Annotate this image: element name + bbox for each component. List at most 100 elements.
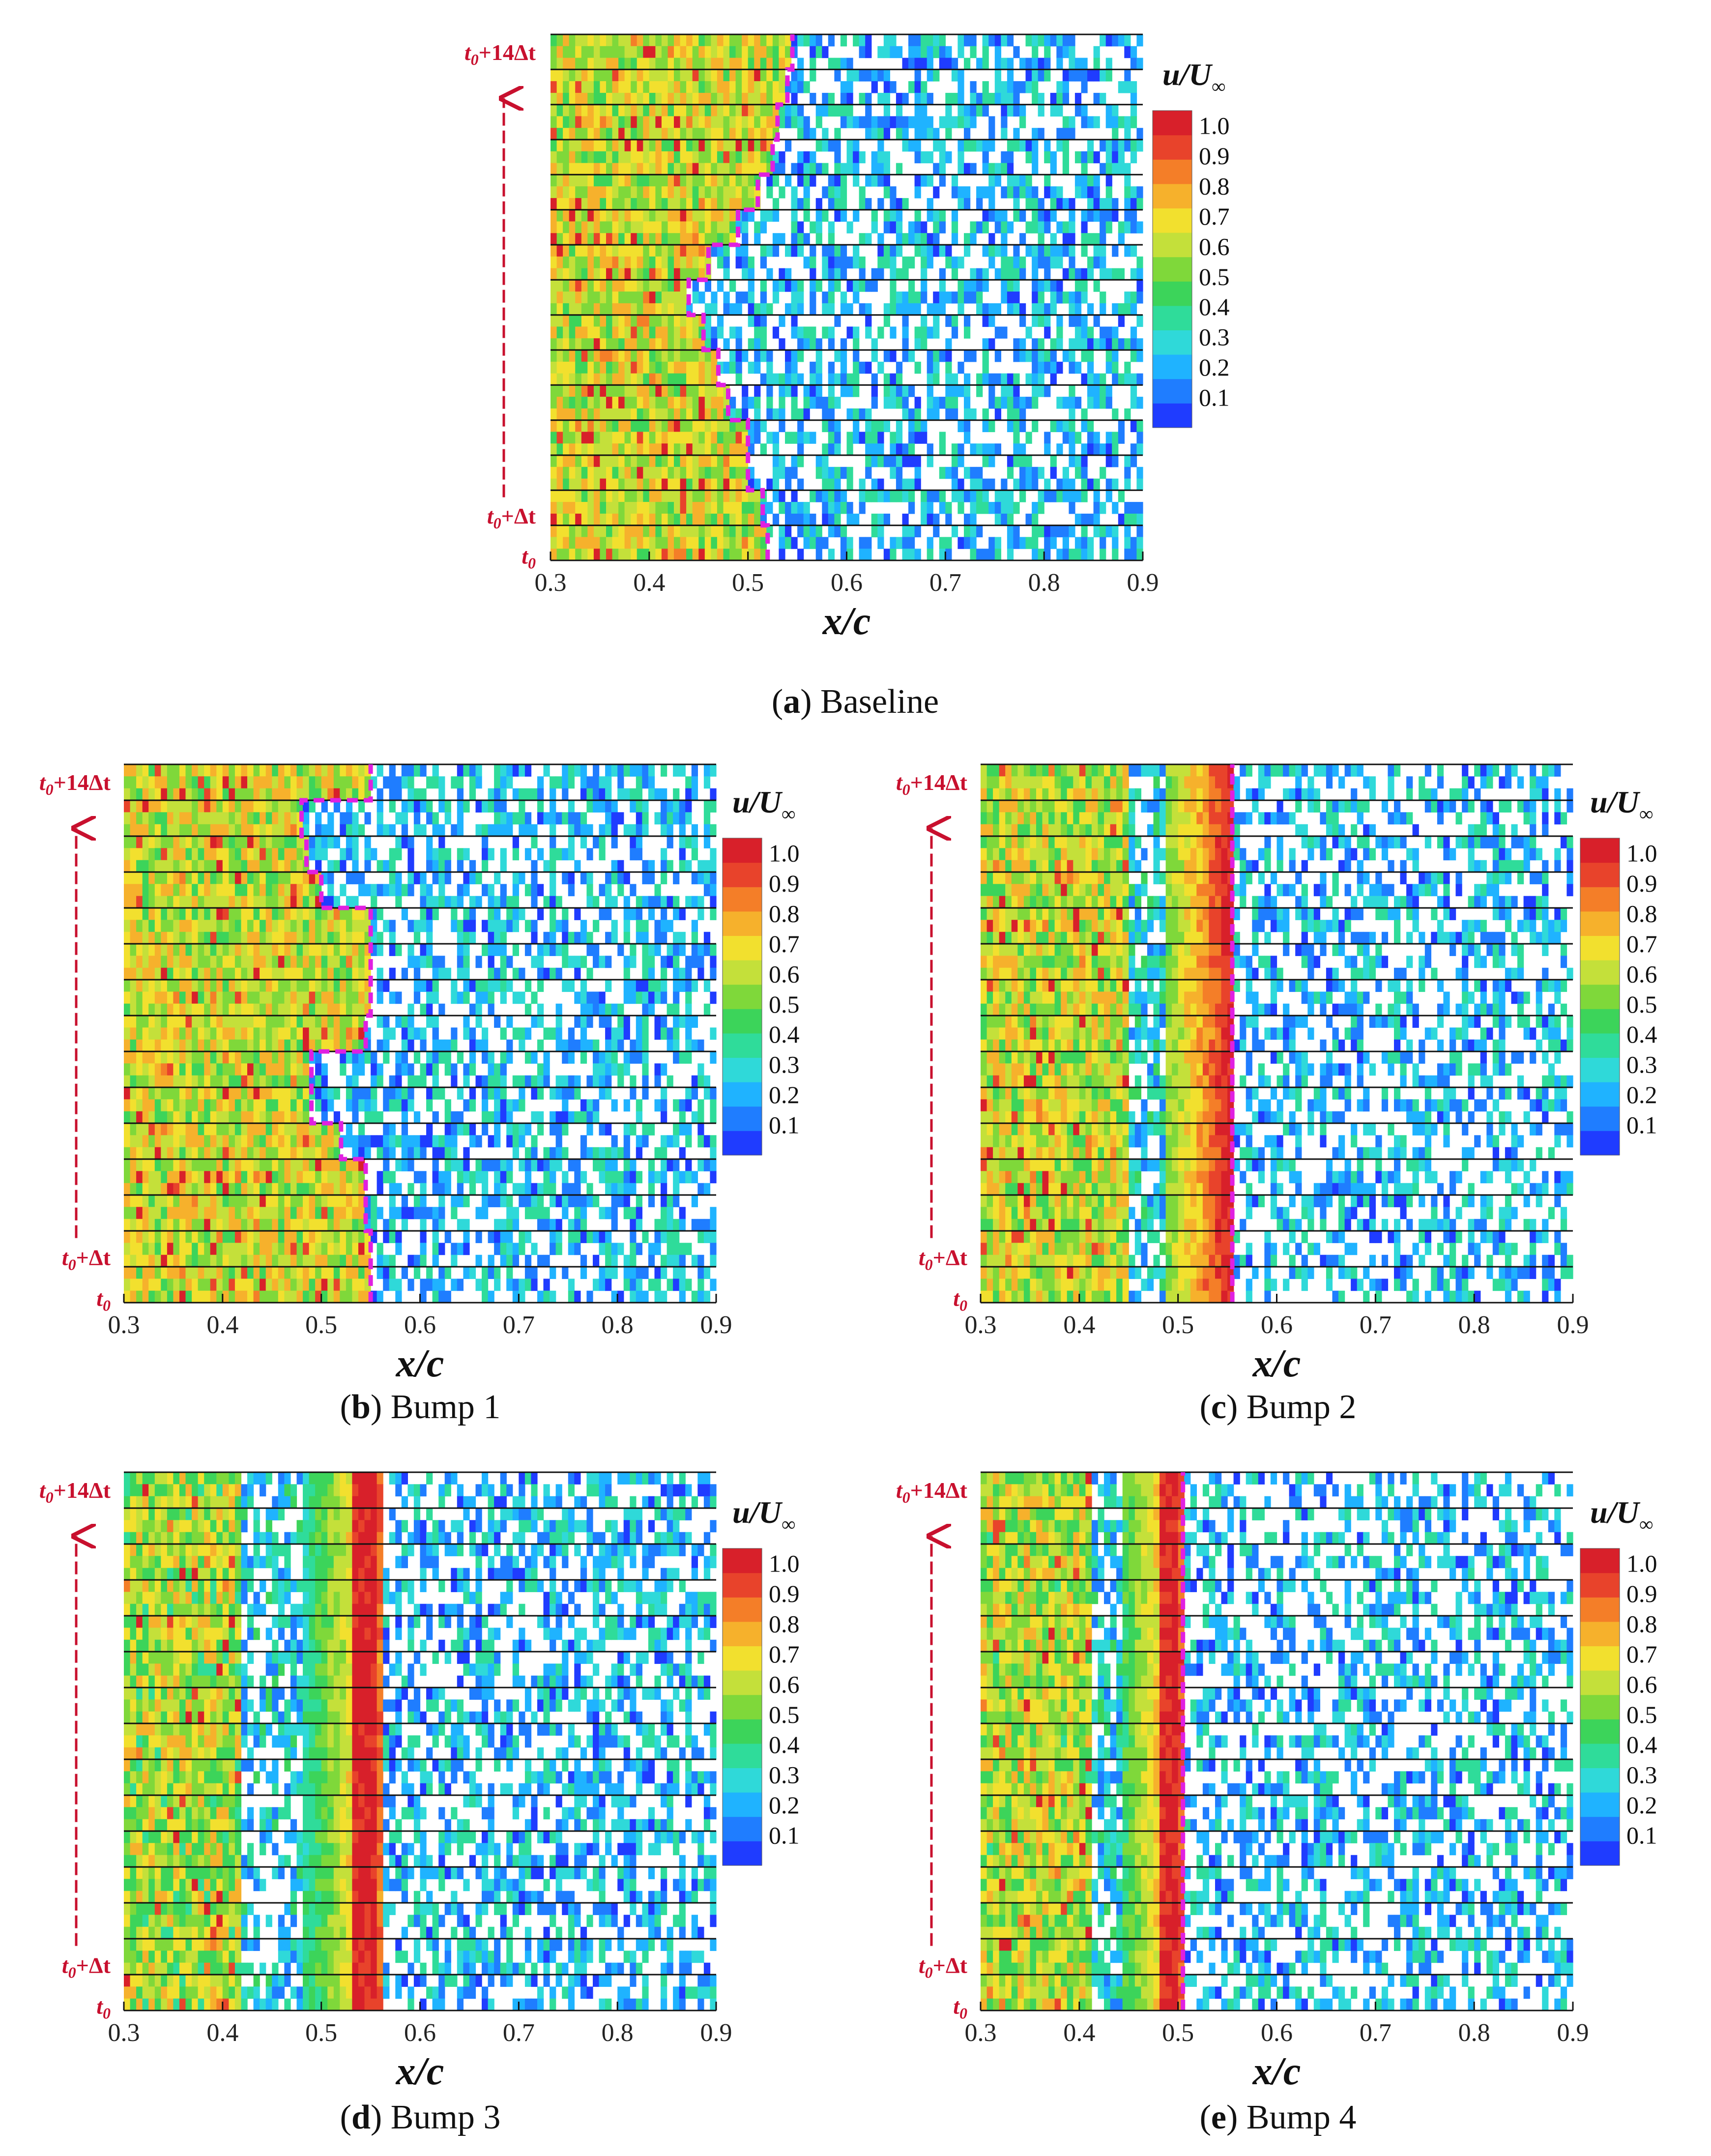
heat-cell bbox=[543, 1027, 550, 1040]
heat-cell bbox=[624, 209, 631, 222]
heat-cell bbox=[426, 1016, 433, 1028]
heat-cell bbox=[407, 1075, 414, 1088]
heat-cell bbox=[1100, 397, 1106, 409]
heat-cell bbox=[803, 513, 810, 526]
heat-cell bbox=[785, 104, 792, 117]
heat-cell bbox=[1050, 151, 1057, 164]
heat-cell bbox=[890, 385, 897, 397]
heat-cell bbox=[667, 525, 674, 538]
heat-cell bbox=[303, 1183, 310, 1195]
heat-cell bbox=[161, 1123, 168, 1136]
heat-cell bbox=[803, 397, 810, 409]
heat-cell bbox=[574, 1243, 581, 1255]
heat-cell bbox=[198, 1171, 204, 1184]
heat-cell bbox=[723, 245, 730, 257]
heat-cell bbox=[222, 1290, 229, 1303]
heat-cell bbox=[488, 1254, 494, 1267]
heat-cell bbox=[624, 455, 631, 467]
heat-cell bbox=[587, 373, 594, 385]
heat-cell bbox=[1130, 58, 1137, 70]
heat-cell bbox=[278, 991, 285, 1004]
heat-cell bbox=[914, 186, 921, 199]
heat-cell bbox=[593, 245, 601, 257]
heat-cell bbox=[649, 280, 656, 292]
heat-cell bbox=[803, 198, 810, 210]
heat-cell bbox=[982, 34, 989, 47]
heat-cell bbox=[661, 116, 668, 128]
heat-cell bbox=[642, 1290, 649, 1303]
heat-cell bbox=[649, 455, 656, 467]
heat-cell bbox=[241, 1087, 248, 1100]
heat-cell bbox=[556, 315, 563, 327]
heat-cell bbox=[655, 58, 662, 70]
heat-cell bbox=[717, 92, 724, 105]
heat-cell bbox=[834, 268, 841, 280]
heat-cell bbox=[247, 1219, 254, 1231]
heat-cell bbox=[1124, 69, 1131, 82]
heat-cell bbox=[593, 303, 601, 316]
heat-cell bbox=[674, 420, 681, 433]
heat-cell bbox=[785, 466, 792, 479]
heat-cell bbox=[877, 443, 884, 456]
heat-cell bbox=[1136, 34, 1143, 47]
heat-cell bbox=[600, 46, 607, 58]
heat-cell bbox=[618, 373, 625, 385]
heat-cell bbox=[927, 256, 933, 269]
heat-cell bbox=[649, 104, 656, 117]
heat-cell bbox=[902, 455, 909, 467]
heat-cell bbox=[488, 1135, 494, 1148]
heat-cell bbox=[593, 221, 601, 233]
heat-cell bbox=[556, 151, 563, 164]
heat-cell bbox=[420, 1195, 427, 1207]
heat-cell bbox=[729, 140, 736, 152]
heat-cell bbox=[587, 175, 594, 187]
heat-cell bbox=[921, 46, 928, 58]
heat-cell bbox=[581, 490, 588, 502]
heat-cell bbox=[674, 175, 681, 187]
heat-cell bbox=[1081, 455, 1088, 467]
heat-cell bbox=[618, 432, 625, 444]
heat-cell bbox=[970, 221, 977, 233]
heat-cell bbox=[674, 315, 681, 327]
heat-cell bbox=[599, 1231, 606, 1243]
heat-cell bbox=[760, 151, 767, 164]
heat-cell bbox=[606, 268, 613, 280]
heat-cell bbox=[358, 1099, 365, 1112]
heat-cell bbox=[210, 1087, 217, 1100]
heat-cell bbox=[1093, 513, 1100, 526]
heat-cell bbox=[957, 420, 964, 433]
heat-cell bbox=[667, 116, 674, 128]
heat-cell bbox=[754, 128, 761, 140]
heat-cell bbox=[580, 1195, 587, 1207]
heat-cell bbox=[643, 58, 650, 70]
heat-cell bbox=[810, 291, 816, 304]
heat-cell bbox=[1056, 397, 1063, 409]
heat-cell bbox=[1093, 525, 1100, 538]
heat-cell bbox=[136, 1159, 143, 1171]
heat-cell bbox=[581, 256, 588, 269]
heat-cell bbox=[661, 1219, 667, 1231]
heat-cell bbox=[407, 1063, 414, 1076]
heat-cell bbox=[587, 116, 594, 128]
heat-cell bbox=[383, 1027, 390, 1040]
heat-cell bbox=[976, 443, 983, 456]
heat-cell bbox=[1118, 233, 1125, 245]
heat-cell bbox=[272, 1243, 279, 1255]
heat-cell bbox=[606, 58, 613, 70]
heat-cell bbox=[859, 69, 866, 82]
heat-cell bbox=[1081, 280, 1088, 292]
heat-cell bbox=[685, 1051, 692, 1064]
heat-cell bbox=[661, 81, 668, 93]
heat-cell bbox=[136, 1063, 143, 1076]
heat-cell bbox=[945, 151, 952, 164]
heat-cell bbox=[383, 1099, 390, 1112]
heat-cell bbox=[612, 408, 619, 421]
heat-cell bbox=[204, 991, 211, 1004]
heat-cell bbox=[136, 980, 143, 992]
heat-cell bbox=[1112, 338, 1119, 350]
heat-cell bbox=[1062, 291, 1069, 304]
heat-cell bbox=[1118, 315, 1125, 327]
heat-cell bbox=[574, 1111, 581, 1124]
heat-cell bbox=[234, 1254, 242, 1267]
heat-cell bbox=[500, 1027, 507, 1040]
